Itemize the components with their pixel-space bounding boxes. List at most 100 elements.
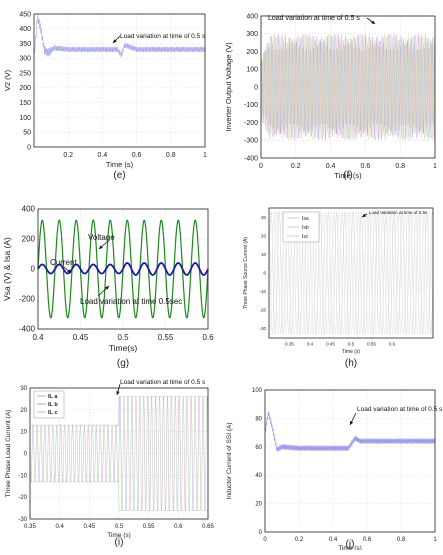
x-tick-label: 0.4 — [55, 524, 64, 530]
series-line-source-current — [268, 211, 433, 335]
chart-h-svg: 0.35 0.4 0.45 0.5 0.55 0.6 -30 -20 -10 0 10 20 30 Tim… — [243, 207, 434, 369]
x-axis-label: Time (s) — [338, 545, 362, 550]
x-tick-label: 0.5 — [117, 333, 129, 342]
x-tick-label: 0.45 — [326, 342, 335, 347]
x-tick-label: 0.2 — [291, 163, 301, 170]
panel-caption: (e) — [113, 170, 125, 181]
x-tick-label: 0.35 — [24, 524, 36, 530]
chart-j-svg: 0 0.2 0.4 0.6 0.8 1 0 20 40 60 80 100 Time (s) Induct… — [226, 388, 443, 552]
chart-e-svg: 0.2 0.4 0.6 0.8 1 0 50 100 150 200 250 300 350 400 450… — [3, 11, 207, 181]
y-axis-label: Inverter Output Voltage (V) — [224, 42, 233, 132]
x-tick-label: 0.6 — [361, 163, 371, 170]
x-tick-label: 0.2 — [63, 152, 73, 159]
y-tick-label: 400 — [19, 26, 31, 33]
y-tick-label: 20 — [255, 502, 262, 508]
x-tick-label: 0 — [259, 163, 263, 170]
series-line-inductor-current — [264, 411, 436, 452]
x-tick-label: 0.45 — [83, 524, 95, 530]
x-tick-label: 0.45 — [73, 333, 89, 342]
y-tick-label: 20 — [261, 233, 267, 238]
series-line-v2 — [33, 14, 206, 59]
panel-caption: (h) — [345, 358, 357, 369]
series-line-voltage — [260, 33, 435, 141]
legend-label: IL a — [48, 394, 58, 400]
x-axis-label: Time (s) — [106, 160, 134, 169]
chart-i-svg: 0.35 0.4 0.45 0.5 0.55 0.6 0.65 -30 -20 -10 0 10 20 3… — [5, 379, 214, 548]
y-tick-label: 50 — [23, 130, 31, 137]
series-line-voltage — [260, 34, 435, 141]
annotation-arrowhead — [350, 421, 354, 425]
y-tick-label: 10 — [20, 430, 27, 436]
legend-box — [33, 390, 65, 419]
x-tick-label: 0.8 — [166, 152, 176, 159]
legend-label: Isc — [302, 234, 309, 240]
y-tick-label: 300 — [19, 56, 31, 63]
x-tick-label: 1 — [203, 152, 207, 159]
y-axis-label: Inductor Current of SSI (A) — [226, 423, 233, 500]
annotation-current: Current — [50, 258, 77, 267]
y-tick-label: 200 — [19, 85, 31, 92]
chart-i: 0.35 0.4 0.45 0.5 0.55 0.6 0.65 -30 -20 -10 0 10 20 3… — [0, 372, 221, 550]
y-tick-label: 30 — [20, 386, 27, 392]
x-tick-label: 0.8 — [395, 163, 405, 170]
y-tick-label: 150 — [19, 100, 31, 107]
chart-f: 0 0.2 0.4 0.6 0.8 1 -400 -300 -200 -100 0 100 200 300… — [221, 0, 443, 182]
chart-e: 0.2 0.4 0.6 0.8 1 0 50 100 150 200 250 300 350 400 450… — [0, 0, 221, 182]
y-tick-label: -30 — [259, 326, 266, 331]
y-tick-label: -20 — [259, 308, 266, 313]
y-tick-label: 350 — [19, 41, 31, 48]
x-tick-label: 0.6 — [174, 524, 183, 530]
chart-h: 0.35 0.4 0.45 0.5 0.55 0.6 -30 -20 -10 0 10 20 30 Tim… — [221, 190, 443, 370]
annotation-arrowhead — [113, 39, 117, 43]
y-tick-label: -200 — [244, 120, 258, 127]
y-axis-label: Three Phase Source Current (A) — [243, 237, 249, 309]
y-tick-label: 200 — [246, 49, 258, 56]
plot-border — [37, 208, 209, 330]
annotation-text: Load variation at time of 0.5 s — [120, 379, 206, 386]
y-tick-label: -10 — [18, 473, 27, 479]
y-tick-label: 100 — [19, 115, 31, 122]
series-line-load-current — [29, 396, 209, 511]
x-tick-label: 0.4 — [307, 342, 314, 347]
annotation-arrowhead — [362, 213, 366, 217]
plot-border — [260, 15, 436, 159]
annotation-arrowhead — [371, 20, 375, 24]
x-tick-label: 0.4 — [98, 152, 108, 159]
y-tick-label: 60 — [255, 445, 262, 451]
y-tick-label: -30 — [18, 517, 27, 523]
annotation-load-variation: Load variation at time 0.5sec — [80, 297, 182, 306]
panel-caption: (g) — [117, 358, 129, 369]
x-tick-label: 0.6 — [202, 333, 214, 342]
annotation-arrowhead — [116, 391, 120, 395]
legend-label: Isb — [302, 225, 309, 231]
y-tick-label: 250 — [19, 70, 31, 77]
plot-border — [268, 207, 434, 339]
series-line-load-current — [30, 396, 208, 511]
x-tick-label: 0.4 — [32, 333, 44, 342]
x-tick-label: 1 — [433, 163, 437, 170]
annotation-arrowhead — [105, 286, 109, 290]
x-axis-label: Time(s) — [109, 343, 138, 353]
panel-caption: (f) — [343, 170, 352, 181]
series-line-load-current — [30, 396, 208, 511]
annotation-text: Load variation at time of 0.5 s — [268, 15, 360, 22]
y-axis-label: Three Phase Load Current (A) — [5, 410, 12, 497]
annotation-arrowhead — [99, 245, 103, 249]
y-axis-label: Vsa (V) & Isa (A) — [2, 237, 12, 301]
y-tick-label: -100 — [244, 102, 258, 109]
panel-caption: (i) — [115, 537, 124, 548]
y-tick-label: 10 — [261, 252, 267, 257]
chart-f-svg: 0 0.2 0.4 0.6 0.8 1 -400 -300 -200 -100 0 100 200 300… — [224, 13, 437, 181]
x-tick-label: 0.5 — [348, 342, 355, 347]
y-tick-label: 100 — [252, 388, 263, 394]
y-tick-label: 400 — [246, 13, 258, 20]
y-tick-label: -400 — [19, 325, 36, 334]
y-tick-label: 20 — [20, 408, 27, 414]
chart-g-svg: 0.4 0.45 0.5 0.55 0.6 -400 -200 0 200 400 Time(s) V… — [2, 205, 214, 369]
y-tick-label: -400 — [244, 155, 258, 162]
y-tick-label: 200 — [22, 235, 36, 244]
y-tick-label: 0 — [24, 452, 28, 458]
x-axis-label: Time (s) — [342, 349, 360, 355]
annotation-text: Load variation at time of 0.5 s — [357, 406, 443, 413]
x-tick-label: 0.4 — [326, 163, 336, 170]
